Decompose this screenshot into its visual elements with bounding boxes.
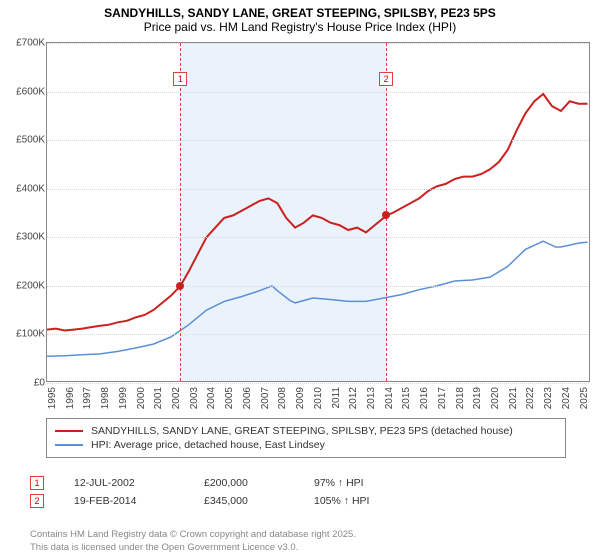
footer-line-1: Contains HM Land Registry data © Crown c… bbox=[30, 529, 356, 541]
legend-box: SANDYHILLS, SANDY LANE, GREAT STEEPING, … bbox=[46, 418, 566, 458]
y-axis-label: £100K bbox=[5, 329, 45, 340]
marker-dot bbox=[382, 211, 390, 219]
footer-attribution: Contains HM Land Registry data © Crown c… bbox=[30, 529, 356, 554]
marker-dot bbox=[176, 282, 184, 290]
gridline-h bbox=[47, 237, 589, 238]
series-line-1 bbox=[47, 241, 588, 356]
gridline-h bbox=[47, 286, 589, 287]
y-axis-label: £200K bbox=[5, 280, 45, 291]
point-date-1: 12-JUL-2002 bbox=[74, 477, 174, 489]
point-date-2: 19-FEB-2014 bbox=[74, 495, 174, 507]
point-pct-1: 97% ↑ HPI bbox=[314, 477, 414, 489]
chart-title: SANDYHILLS, SANDY LANE, GREAT STEEPING, … bbox=[0, 0, 600, 20]
chart-subtitle: Price paid vs. HM Land Registry's House … bbox=[0, 20, 600, 38]
series-svg bbox=[47, 43, 591, 383]
point-pct-2: 105% ↑ HPI bbox=[314, 495, 414, 507]
y-axis-label: £400K bbox=[5, 183, 45, 194]
point-price-1: £200,000 bbox=[204, 477, 284, 489]
legend-label-0: SANDYHILLS, SANDY LANE, GREAT STEEPING, … bbox=[91, 425, 513, 437]
point-row-1: 1 12-JUL-2002 £200,000 97% ↑ HPI bbox=[30, 474, 580, 492]
gridline-h bbox=[47, 334, 589, 335]
footer-line-2: This data is licensed under the Open Gov… bbox=[30, 542, 356, 554]
chart-area: £0£100K£200K£300K£400K£500K£600K£700K199… bbox=[46, 42, 590, 406]
y-axis-label: £700K bbox=[5, 38, 45, 49]
point-price-2: £345,000 bbox=[204, 495, 284, 507]
gridline-h bbox=[47, 140, 589, 141]
legend-swatch-1 bbox=[55, 444, 83, 446]
legend-label-1: HPI: Average price, detached house, East… bbox=[91, 439, 325, 451]
y-axis-label: £600K bbox=[5, 86, 45, 97]
point-row-2: 2 19-FEB-2014 £345,000 105% ↑ HPI bbox=[30, 492, 580, 510]
marker-box: 1 bbox=[173, 72, 187, 86]
marker-line bbox=[180, 43, 181, 381]
y-axis-label: £0 bbox=[5, 378, 45, 389]
gridline-h bbox=[47, 383, 589, 384]
legend-swatch-0 bbox=[55, 430, 83, 432]
y-axis-label: £300K bbox=[5, 232, 45, 243]
series-line-0 bbox=[47, 94, 588, 331]
legend-row: HPI: Average price, detached house, East… bbox=[55, 438, 557, 452]
gridline-h bbox=[47, 43, 589, 44]
legend-row: SANDYHILLS, SANDY LANE, GREAT STEEPING, … bbox=[55, 424, 557, 438]
gridline-h bbox=[47, 92, 589, 93]
plot-area: £0£100K£200K£300K£400K£500K£600K£700K199… bbox=[46, 42, 590, 382]
point-marker-1: 1 bbox=[30, 476, 44, 490]
point-marker-2: 2 bbox=[30, 494, 44, 508]
points-table: 1 12-JUL-2002 £200,000 97% ↑ HPI 2 19-FE… bbox=[30, 474, 580, 510]
gridline-h bbox=[47, 189, 589, 190]
marker-box: 2 bbox=[379, 72, 393, 86]
y-axis-label: £500K bbox=[5, 135, 45, 146]
